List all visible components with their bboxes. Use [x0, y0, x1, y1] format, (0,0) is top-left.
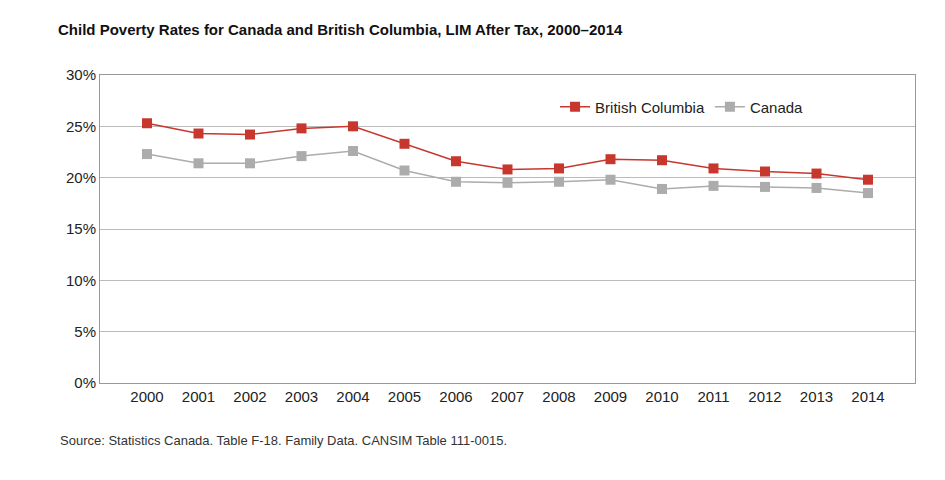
svg-text:2014: 2014	[851, 388, 884, 405]
svg-text:10%: 10%	[66, 272, 96, 289]
svg-text:Source: Statistics Canada. Tab: Source: Statistics Canada. Table F-18. F…	[60, 433, 507, 448]
svg-text:2010: 2010	[645, 388, 678, 405]
svg-text:2003: 2003	[285, 388, 318, 405]
svg-text:2009: 2009	[594, 388, 627, 405]
svg-text:2007: 2007	[491, 388, 524, 405]
svg-text:30%: 30%	[66, 66, 96, 83]
svg-text:5%: 5%	[74, 323, 96, 340]
svg-text:2001: 2001	[182, 388, 215, 405]
svg-text:25%: 25%	[66, 118, 96, 135]
svg-text:2013: 2013	[800, 388, 833, 405]
svg-text:Canada: Canada	[750, 99, 803, 116]
svg-text:2000: 2000	[130, 388, 163, 405]
svg-text:20%: 20%	[66, 169, 96, 186]
svg-text:2008: 2008	[542, 388, 575, 405]
svg-text:2005: 2005	[388, 388, 421, 405]
svg-text:2011: 2011	[697, 388, 729, 405]
svg-text:2002: 2002	[233, 388, 266, 405]
svg-text:15%: 15%	[66, 220, 96, 237]
svg-text:Child Poverty Rates for Canada: Child Poverty Rates for Canada and Briti…	[58, 21, 623, 38]
svg-text:British Columbia: British Columbia	[595, 99, 705, 116]
svg-text:2012: 2012	[748, 388, 781, 405]
svg-text:2006: 2006	[439, 388, 472, 405]
svg-text:2004: 2004	[336, 388, 369, 405]
svg-text:0%: 0%	[74, 374, 96, 391]
